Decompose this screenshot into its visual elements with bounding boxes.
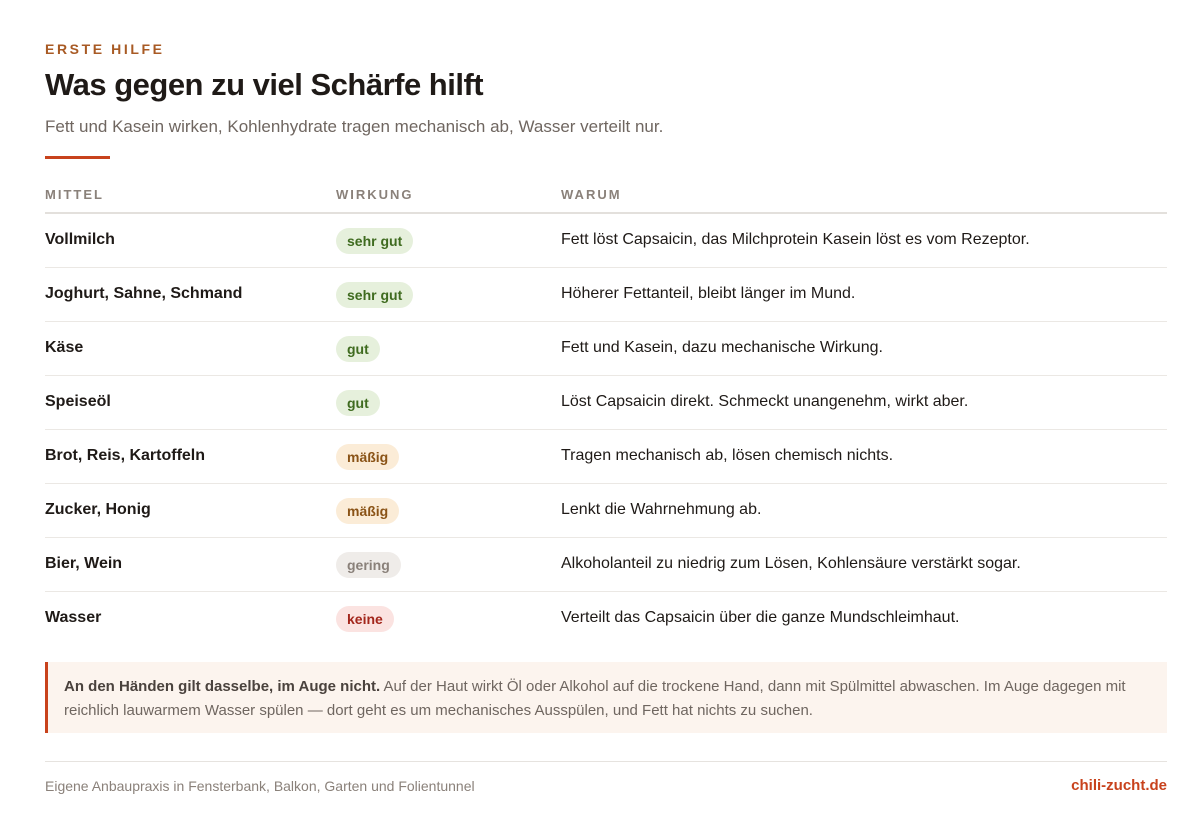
cell-mittel: Vollmilch: [45, 231, 115, 248]
effect-badge: sehr gut: [336, 282, 414, 308]
table-row: Käse gut Fett und Kasein, dazu mechanische…: [45, 322, 1167, 376]
effect-badge: keine: [336, 606, 394, 632]
table-row: Brot, Reis, Kartoffeln mäßig Tragen mechan…: [45, 430, 1167, 484]
table-row: Bier, Wein gering Alkoholanteil zu niedrig…: [45, 538, 1167, 592]
cell-mittel: Speiseöl: [45, 393, 111, 410]
table-row: Joghurt, Sahne, Schmand sehr gut Höherer F…: [45, 268, 1167, 322]
cell-warum: Lenkt die Wahrnehmung ab.: [561, 501, 762, 518]
cell-mittel: Wasser: [45, 609, 102, 626]
effect-badge: sehr gut: [336, 228, 414, 254]
callout-lead: An den Händen gilt dasselbe, im Auge nic…: [64, 678, 381, 695]
effect-badge: gut: [336, 390, 380, 416]
cell-warum: Fett löst Capsaicin, das Milchprotein Ka…: [561, 231, 1030, 248]
cell-warum: Höherer Fettanteil, bleibt länger im Mun…: [561, 285, 856, 302]
table-body: Vollmilch sehr gut Fett löst Capsaicin, da…: [45, 214, 1167, 646]
page-title: Was gegen zu viel Schärfe hilft: [45, 67, 484, 102]
cell-warum: Verteilt das Capsaicin über die ganze Mu…: [561, 609, 960, 626]
cell-warum: Alkoholanteil zu niedrig zum Lösen, Kohl…: [561, 555, 1021, 572]
cell-mittel: Joghurt, Sahne, Schmand: [45, 285, 243, 302]
eyebrow-label: ERSTE HILFE: [45, 41, 165, 57]
table-header: MITTEL WIRKUNG WARUM: [45, 186, 1167, 214]
page-subtitle: Fett und Kasein wirken, Kohlenhydrate tr…: [45, 117, 664, 136]
table-row: Speiseöl gut Löst Capsaicin direkt. Schmec…: [45, 376, 1167, 430]
cell-mittel: Käse: [45, 339, 84, 356]
effect-badge: mäßig: [336, 498, 400, 524]
footer-source: Eigene Anbaupraxis in Fensterbank, Balko…: [45, 778, 475, 794]
accent-rule: [45, 156, 110, 159]
effect-badge: gut: [336, 336, 380, 362]
footer-site-link[interactable]: chili-zucht.de: [1071, 777, 1167, 794]
cell-warum: Fett und Kasein, dazu mechanische Wirkun…: [561, 339, 883, 356]
cell-warum: Löst Capsaicin direkt. Schmeckt unangene…: [561, 393, 969, 410]
footer-divider: [45, 761, 1167, 762]
column-header-warum: WARUM: [561, 187, 622, 202]
table-row: Zucker, Honig mäßig Lenkt die Wahrnehmung …: [45, 484, 1167, 538]
cell-mittel: Bier, Wein: [45, 555, 123, 572]
effect-badge: mäßig: [336, 444, 400, 470]
table-row: Wasser keine Verteilt das Capsaicin über d…: [45, 592, 1167, 646]
callout-note: An den Händen gilt dasselbe, im Auge nic…: [45, 662, 1167, 733]
cell-mittel: Brot, Reis, Kartoffeln: [45, 447, 206, 464]
effect-badge: gering: [336, 552, 401, 578]
column-header-wirkung: WIRKUNG: [336, 187, 414, 202]
cell-mittel: Zucker, Honig: [45, 501, 151, 518]
table-row: Vollmilch sehr gut Fett löst Capsaicin, da…: [45, 214, 1167, 268]
column-header-mittel: MITTEL: [45, 187, 104, 202]
cell-warum: Tragen mechanisch ab, lösen chemisch nic…: [561, 447, 894, 464]
callout-text: Auf der Haut wirkt Öl oder Alkohol auf d…: [64, 678, 1126, 719]
